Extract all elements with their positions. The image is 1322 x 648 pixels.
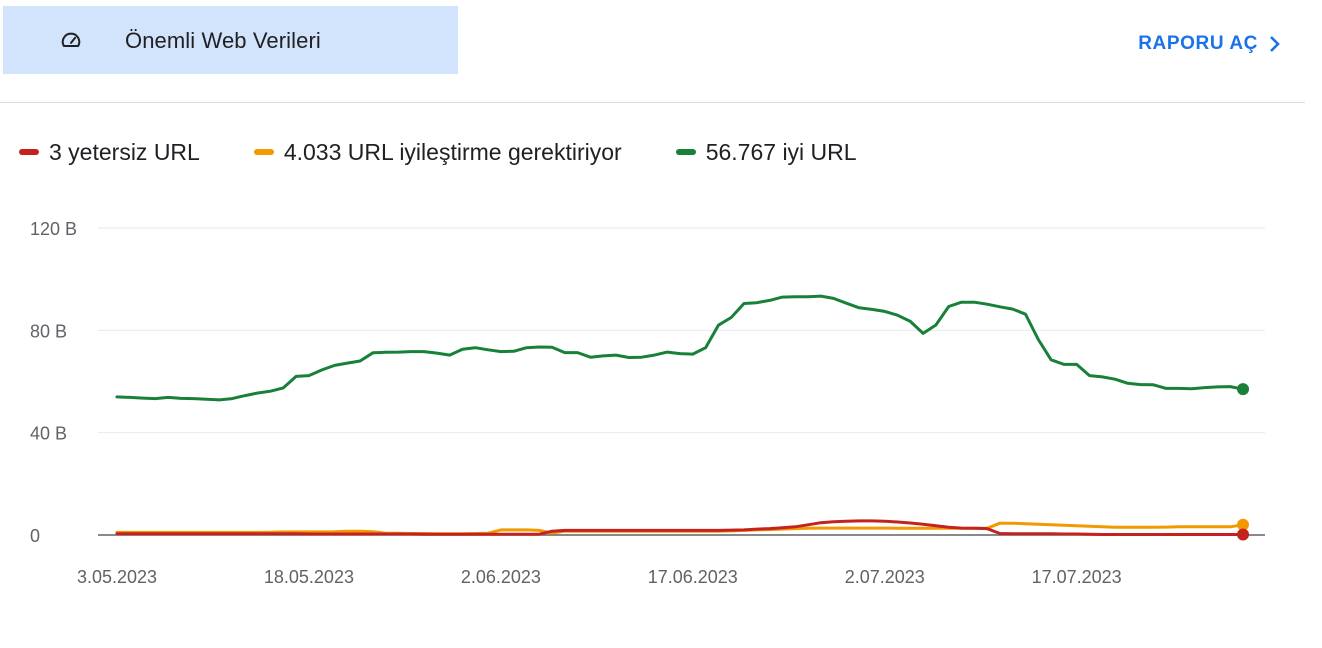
page-title: Önemli Web Verileri xyxy=(125,28,321,53)
y-tick-label: 40 B xyxy=(30,424,67,444)
y-tick-label: 0 xyxy=(30,526,40,546)
legend-swatch xyxy=(253,149,274,155)
x-tick-label: 3.05.2023 xyxy=(77,567,157,587)
line-chart: 0 40 B 80 B 120 B 3.05.2023 18.05.2023 2.06.20… xyxy=(30,219,1265,587)
header-tab[interactable]: Önemli Web Verileri xyxy=(3,6,458,74)
legend-label: 4.033 URL iyileştirme gerektiriyor xyxy=(283,138,622,165)
legend-item-poor[interactable]: 3 yetersiz URL xyxy=(19,139,200,166)
series-line-good xyxy=(115,294,1245,402)
speedometer-icon xyxy=(60,30,82,52)
y-tick-label: 80 B xyxy=(30,321,67,341)
series-end-point-needs-improvement xyxy=(1237,518,1249,531)
open-report-label: RAPORU AÇ xyxy=(1138,33,1258,54)
legend-swatch xyxy=(675,149,696,155)
legend-swatch xyxy=(19,149,39,155)
header-divider xyxy=(0,102,1305,103)
chevron-right-icon xyxy=(1270,36,1280,52)
series-line-needs-improvement xyxy=(115,521,1245,536)
x-tick-label: 2.07.2023 xyxy=(845,567,925,587)
series-line-poor xyxy=(115,519,1245,536)
open-report-button[interactable]: RAPORU AÇ xyxy=(1138,33,1282,55)
legend-item-good[interactable]: 56.767 iyi URL xyxy=(675,138,857,166)
series-end-point-poor xyxy=(1237,528,1249,541)
x-tick-label: 18.05.2023 xyxy=(264,567,354,587)
x-tick-label: 17.06.2023 xyxy=(648,567,738,587)
legend-label: 56.767 iyi URL xyxy=(705,138,857,165)
y-tick-label: 120 B xyxy=(30,219,77,239)
series-end-point-good xyxy=(1237,383,1249,396)
chart-legend: 3 yetersiz URL 4.033 URL iyileştirme ger… xyxy=(19,134,911,170)
x-tick-label: 17.07.2023 xyxy=(1032,567,1122,587)
legend-item-needs-improvement[interactable]: 4.033 URL iyileştirme gerektiriyor xyxy=(253,138,622,166)
legend-label: 3 yetersiz URL xyxy=(49,138,200,165)
x-tick-label: 2.06.2023 xyxy=(461,567,541,587)
